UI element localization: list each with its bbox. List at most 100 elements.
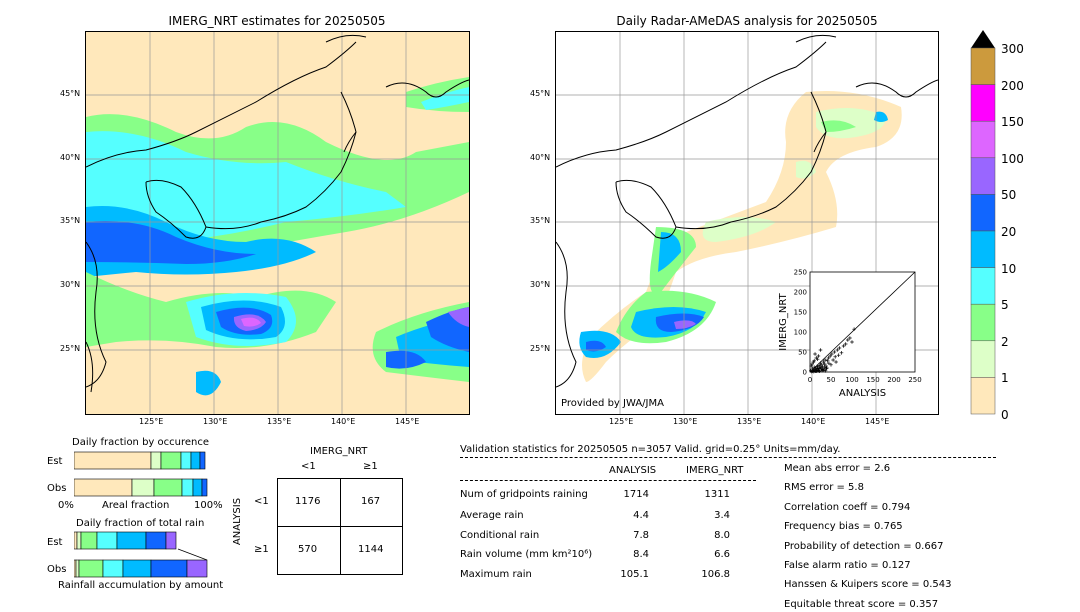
- scatter-point: [826, 356, 831, 360]
- contingency-row-title: ANALYSIS: [232, 497, 244, 546]
- occurrence-row-obs: Obs: [47, 483, 67, 494]
- contingency-cell-11: 1144: [358, 544, 384, 555]
- lon-label-140-right: 140°E: [801, 417, 826, 426]
- contingency-col-title: IMERG_NRT: [310, 446, 368, 457]
- lat-label-35-right: 35°N: [530, 216, 551, 225]
- colorbar-label: 200: [1001, 78, 1024, 93]
- lon-label-140: 140°E: [331, 417, 356, 426]
- colorbar: [970, 30, 996, 415]
- lon-label-145-right: 145°E: [865, 417, 890, 426]
- scatter-point: [825, 366, 829, 370]
- validation-row-label: Rain volume (mm km²10⁶): [460, 549, 593, 560]
- lat-label-35: 35°N: [60, 216, 81, 225]
- scatter-point: [809, 364, 814, 368]
- validation-score: Probability of detection = 0.667: [784, 540, 944, 552]
- scatter-point: [827, 361, 831, 365]
- validation-row-analysis: 105.1: [620, 569, 649, 580]
- scatter-point: [846, 338, 850, 342]
- scatter-point: [835, 348, 840, 352]
- scatter-point: [832, 350, 837, 354]
- scatter-xtick-label: 150: [866, 376, 879, 384]
- colorbar-segment: [970, 47, 996, 85]
- scatter-xtick-label: 250: [908, 376, 921, 384]
- validation-row-imerg: 6.6: [714, 549, 730, 560]
- scatter-ytick-label: 100: [794, 329, 807, 337]
- scatter-ytick-label: 0: [803, 369, 807, 377]
- scatter-point: [852, 327, 856, 331]
- scatter-point: [815, 364, 819, 369]
- contingency-col-lt1: <1: [301, 461, 316, 472]
- scatter-point: [843, 342, 848, 346]
- scatter-ytick-label: 50: [798, 349, 807, 357]
- validation-row-imerg: 3.4: [714, 510, 730, 521]
- scatter-point: [818, 348, 823, 352]
- scatter-point: [817, 367, 821, 371]
- scatter-point: [825, 359, 830, 363]
- scatter-point: [816, 369, 820, 373]
- scatter-point: [833, 355, 837, 359]
- right-map-field: [556, 32, 938, 414]
- scatter-point: [812, 365, 816, 369]
- scatter-point: [848, 336, 852, 340]
- scatter-point: [813, 352, 817, 356]
- colorbar-label: 2: [1001, 334, 1009, 349]
- scatter-xtick-label: 0: [808, 376, 812, 384]
- validation-col-imerg: IMERG_NRT: [686, 465, 744, 476]
- scatter-point: [811, 360, 816, 364]
- scatter-point: [821, 367, 825, 372]
- lon-label-135: 135°E: [267, 417, 292, 426]
- validation-row-analysis: 4.4: [633, 510, 649, 521]
- scatter-point: [811, 369, 816, 374]
- colorbar-label: 10: [1001, 261, 1017, 276]
- left-map: [85, 31, 470, 415]
- lon-label-145: 145°E: [395, 417, 420, 426]
- colorbar-label: 0: [1001, 408, 1009, 422]
- occurrence-xmax: 100%: [194, 500, 223, 511]
- colorbar-segment: [970, 157, 996, 195]
- occurrence-bars: [74, 451, 208, 497]
- total-rain-bars: [74, 531, 208, 578]
- validation-row-analysis: 1714: [623, 489, 649, 500]
- contingency-row-lt1: <1: [254, 496, 269, 507]
- validation-score: Mean abs error = 2.6: [784, 463, 891, 474]
- contingency-table: [277, 478, 403, 575]
- scatter-point: [850, 340, 854, 344]
- validation-header: Validation statistics for 20250505 n=305…: [460, 444, 841, 455]
- scatter-point: [834, 360, 838, 364]
- colorbar-label: 50: [1001, 188, 1017, 203]
- scatter-xtick-label: 200: [887, 376, 900, 384]
- validation-row-analysis: 7.8: [633, 530, 649, 541]
- scatter-point: [831, 358, 835, 362]
- scatter-point: [817, 369, 822, 373]
- scatter-point: [810, 362, 814, 366]
- validation-row-label: Average rain: [460, 510, 524, 521]
- scatter-point: [820, 368, 824, 373]
- contingency-cell-01: 167: [361, 496, 381, 507]
- scatter-point: [836, 353, 841, 357]
- validation-row-imerg: 8.0: [714, 530, 730, 541]
- lon-label-125-right: 125°E: [609, 417, 634, 426]
- validation-score: Equitable threat score = 0.357: [784, 598, 939, 610]
- colorbar-segment: [970, 230, 996, 268]
- scatter-xtick-label: 100: [845, 376, 858, 384]
- scatter-xtick-label: 50: [827, 376, 836, 384]
- scatter-point: [829, 363, 833, 367]
- left-map-field: [86, 32, 469, 414]
- validation-score: False alarm ratio = 0.127: [784, 560, 911, 571]
- scatter-point: [822, 368, 826, 372]
- scatter-ytick-label: 250: [794, 269, 807, 277]
- credit-text: Provided by JWA/JMA: [561, 398, 664, 409]
- scatter-point: [839, 351, 844, 355]
- scatter-point: [819, 366, 823, 370]
- colorbar-segment: [970, 194, 996, 232]
- scatter-point: [812, 369, 817, 373]
- scatter-one-to-one-line: [809, 271, 916, 373]
- colorbar-label: 5: [1001, 298, 1009, 313]
- lat-label-45: 45°N: [60, 89, 81, 98]
- validation-row-label: Maximum rain: [460, 569, 532, 580]
- colorbar-label: 20: [1001, 225, 1017, 239]
- lon-label-135-right: 135°E: [737, 417, 762, 426]
- lat-label-40: 40°N: [60, 153, 81, 162]
- colorbar-segment: [970, 303, 996, 342]
- occurrence-title: Daily fraction by occurence: [72, 437, 210, 448]
